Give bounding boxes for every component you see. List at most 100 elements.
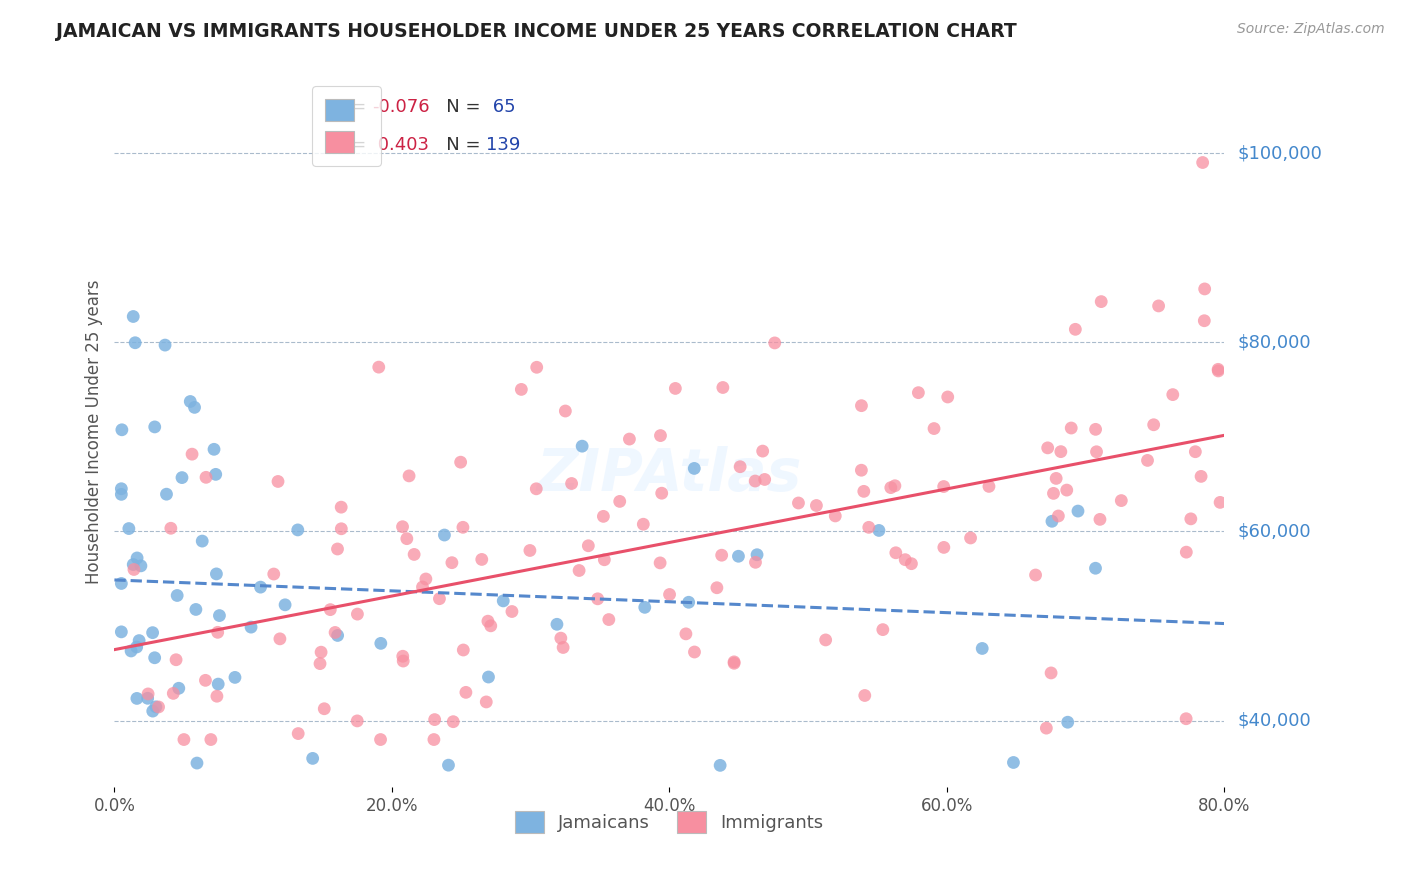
Point — [145, 699, 167, 714]
Text: Source: ZipAtlas.com: Source: ZipAtlas.com — [1237, 22, 1385, 37]
Point — [814, 632, 837, 647]
Point — [880, 481, 903, 495]
Point — [1147, 299, 1170, 313]
Point — [501, 605, 523, 619]
Point — [207, 625, 229, 640]
Point — [1206, 364, 1229, 378]
Point — [267, 475, 290, 489]
Point — [136, 691, 159, 706]
Point — [287, 523, 309, 537]
Point — [263, 567, 285, 582]
Point — [706, 581, 728, 595]
Point — [633, 517, 655, 532]
Point — [510, 383, 533, 397]
Point — [202, 442, 225, 457]
Point — [367, 360, 389, 375]
Point — [1088, 512, 1111, 526]
Point — [479, 619, 502, 633]
Point — [433, 528, 456, 542]
Point — [181, 447, 204, 461]
Point — [1040, 514, 1063, 528]
Point — [323, 625, 346, 640]
Point — [205, 690, 228, 704]
Point — [125, 691, 148, 706]
Text: R =: R = — [333, 136, 371, 154]
Text: 0.403: 0.403 — [371, 136, 429, 154]
Point — [519, 543, 541, 558]
Point — [1064, 322, 1087, 336]
Point — [195, 470, 218, 484]
Point — [619, 432, 641, 446]
Point — [1042, 486, 1064, 500]
Point — [723, 655, 745, 669]
Text: N =: N = — [429, 136, 486, 154]
Point — [546, 617, 568, 632]
Point — [319, 602, 342, 616]
Point — [143, 650, 166, 665]
Point — [477, 670, 499, 684]
Point — [648, 556, 671, 570]
Point — [1040, 665, 1063, 680]
Point — [346, 714, 368, 728]
Point — [309, 657, 332, 671]
Point — [326, 628, 349, 642]
Point — [1090, 294, 1112, 309]
Point — [200, 732, 222, 747]
Point — [851, 399, 873, 413]
Point — [651, 486, 673, 500]
Point — [208, 608, 231, 623]
Point — [959, 531, 981, 545]
Point — [1175, 712, 1198, 726]
Point — [122, 310, 145, 324]
Point — [370, 636, 392, 650]
Point — [143, 420, 166, 434]
Point — [932, 479, 955, 493]
Point — [398, 469, 420, 483]
Text: N =: N = — [429, 98, 486, 116]
Point — [1194, 282, 1216, 296]
Point — [1206, 362, 1229, 376]
Point — [120, 644, 142, 658]
Point — [852, 484, 875, 499]
Point — [136, 687, 159, 701]
Point — [160, 521, 183, 535]
Point — [451, 520, 474, 534]
Point — [977, 479, 1000, 493]
Point — [118, 522, 141, 536]
Point — [1036, 441, 1059, 455]
Point — [922, 421, 945, 435]
Point — [932, 541, 955, 555]
Point — [1060, 421, 1083, 435]
Point — [148, 700, 170, 714]
Point — [122, 558, 145, 572]
Point — [1175, 545, 1198, 559]
Point — [744, 555, 766, 569]
Point — [129, 558, 152, 573]
Point — [170, 470, 193, 484]
Point — [553, 640, 575, 655]
Point — [114, 830, 136, 845]
Point — [205, 566, 228, 581]
Point — [806, 499, 828, 513]
Point — [744, 474, 766, 488]
Point — [330, 522, 353, 536]
Point — [900, 557, 922, 571]
Point — [1143, 417, 1166, 432]
Point — [853, 689, 876, 703]
Point — [475, 695, 498, 709]
Point — [894, 552, 917, 566]
Point — [128, 633, 150, 648]
Point — [412, 580, 434, 594]
Point — [609, 494, 631, 508]
Point — [561, 476, 583, 491]
Point — [683, 645, 706, 659]
Point — [683, 461, 706, 475]
Point — [554, 404, 576, 418]
Point — [110, 576, 132, 591]
Point — [391, 649, 413, 664]
Point — [274, 598, 297, 612]
Point — [165, 653, 187, 667]
Point — [592, 509, 614, 524]
Point — [586, 591, 609, 606]
Point — [429, 591, 451, 606]
